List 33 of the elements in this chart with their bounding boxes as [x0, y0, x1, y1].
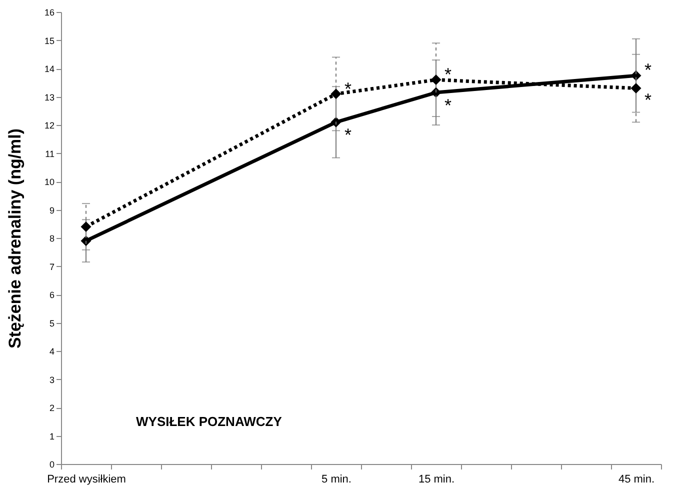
- y-tick-label: 16: [44, 8, 54, 18]
- y-tick-label: 1: [49, 431, 54, 442]
- x-tick-label: Przed wysiłkiem: [47, 474, 126, 486]
- y-tick-label: 3: [49, 374, 54, 385]
- point: [330, 88, 342, 100]
- y-tick-label: 15: [44, 36, 54, 46]
- y-tick-label: 11: [45, 148, 54, 159]
- annotation: *: [344, 79, 352, 100]
- y-tick-label: 13: [44, 92, 54, 102]
- annotation: *: [444, 64, 452, 84]
- annotation: *: [344, 125, 352, 146]
- annotation: *: [644, 90, 652, 110]
- point: [430, 74, 442, 86]
- y-tick-label: 10: [44, 177, 54, 187]
- x-tick-label: 15 min.: [418, 474, 455, 486]
- annotation: *: [644, 60, 652, 80]
- y-tick-label: 9: [49, 205, 54, 216]
- x-tick-label: 45 min.: [618, 474, 655, 486]
- y-tick-label: 2: [49, 403, 54, 413]
- point: [630, 83, 642, 94]
- y-tick-label: 4: [49, 346, 54, 356]
- y-tick-label: 12: [44, 120, 54, 130]
- annotation: WYSIŁEK POZNAWCZY: [136, 414, 282, 429]
- y-tick-label: 0: [49, 460, 54, 470]
- y-tick-label: 8: [49, 234, 54, 244]
- y-tick-label: 14: [44, 64, 54, 74]
- y-tick-label: 7: [49, 262, 54, 272]
- y-axis-title: Stężenie adrenaliny (ng/ml): [5, 128, 24, 349]
- y-tick-label: 5: [49, 318, 54, 328]
- point: [80, 221, 92, 232]
- x-tick-label: 5 min.: [322, 474, 352, 486]
- annotation: *: [444, 95, 452, 116]
- y-tick-label: 6: [49, 290, 54, 300]
